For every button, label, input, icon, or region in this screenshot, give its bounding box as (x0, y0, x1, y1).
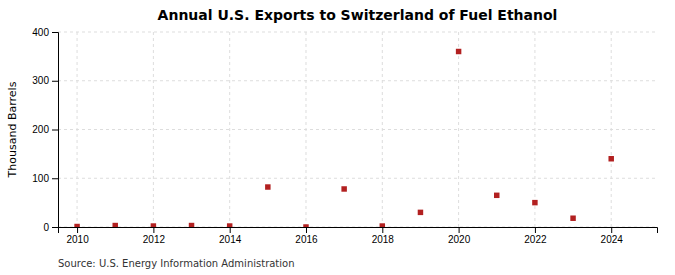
grid-line-y (58, 178, 657, 179)
tick-label: 2024 (601, 234, 624, 245)
point (380, 223, 385, 227)
tick: 0 (43, 222, 58, 233)
point (227, 223, 232, 227)
grid-line-x (305, 32, 306, 227)
point (112, 223, 117, 227)
point (456, 49, 461, 54)
tick: 2022 (524, 227, 547, 245)
point (418, 210, 423, 215)
tick-mark (459, 227, 460, 233)
tick-label: 300 (32, 75, 49, 86)
point (303, 224, 308, 227)
tick: 100 (32, 173, 58, 184)
tick-label: 2010 (66, 234, 89, 245)
grid (58, 32, 657, 227)
tick-mark (52, 178, 58, 179)
grid-line-x (611, 32, 612, 227)
tick-mark (230, 227, 231, 233)
tick: 2020 (448, 227, 471, 245)
tick-mark (153, 227, 154, 233)
tick-label: 2016 (295, 234, 318, 245)
grid-line-y (58, 129, 657, 130)
tick-label: 2022 (524, 234, 547, 245)
grid-line-y (58, 80, 657, 81)
source: Source: U.S. Energy Information Administ… (58, 258, 295, 269)
plot-area: 2010 2012 2014 2016 2018 2020 2022 2024 0 100 200 3… (32, 27, 657, 245)
point (74, 224, 79, 227)
tick-mark (382, 227, 383, 233)
point (265, 184, 270, 189)
tick: 300 (32, 75, 58, 86)
grid-line-x (229, 32, 230, 227)
x-axis: 2010 2012 2014 2016 2018 2020 2022 2024 (59, 227, 658, 245)
tick: 2018 (372, 227, 395, 245)
tick-label: 2012 (143, 234, 166, 245)
axis-line (52, 33, 59, 228)
tick-mark (52, 227, 58, 228)
tick: 2024 (601, 227, 624, 245)
tick: 200 (32, 124, 58, 135)
title: Annual U.S. Exports to Switzerland of Fu… (158, 7, 558, 23)
tick-mark (535, 227, 536, 233)
tick: 2016 (295, 227, 318, 245)
grid-line-x (153, 32, 154, 227)
tick-mark (611, 227, 612, 233)
grid-line-x (534, 32, 535, 227)
grid-line-x (382, 32, 383, 227)
axis-line (59, 228, 658, 234)
tick-label: 400 (32, 27, 49, 38)
point (341, 186, 346, 191)
points (74, 49, 614, 227)
tick: 2012 (143, 227, 166, 245)
tick: 2014 (219, 227, 242, 245)
point (494, 193, 499, 198)
tick: 2010 (66, 227, 89, 245)
grid-line-x (77, 32, 78, 227)
grid-line-y (58, 32, 657, 33)
tick-label: 200 (32, 124, 49, 135)
chart: 2010 2012 2014 2016 2018 2020 2022 2024 0 100 200 3… (0, 0, 675, 275)
tick-label: 2014 (219, 234, 242, 245)
tick-label: 100 (32, 173, 49, 184)
point (189, 223, 194, 227)
y-axis-label: Thousand Barrels (6, 81, 19, 178)
tick-mark (52, 81, 58, 82)
tick: 400 (32, 27, 58, 38)
point (151, 223, 156, 227)
tick-mark (52, 32, 58, 33)
grid-line-x (458, 32, 459, 227)
y-axis: 0 100 200 300 400 (32, 27, 58, 233)
point (570, 215, 575, 220)
tick-mark (77, 227, 78, 233)
tick-label: 2020 (448, 234, 471, 245)
point (532, 200, 537, 205)
tick-label: 0 (43, 222, 49, 233)
tick-label: 2018 (372, 234, 395, 245)
tick-mark (306, 227, 307, 233)
point (608, 156, 613, 161)
tick-mark (52, 130, 58, 131)
